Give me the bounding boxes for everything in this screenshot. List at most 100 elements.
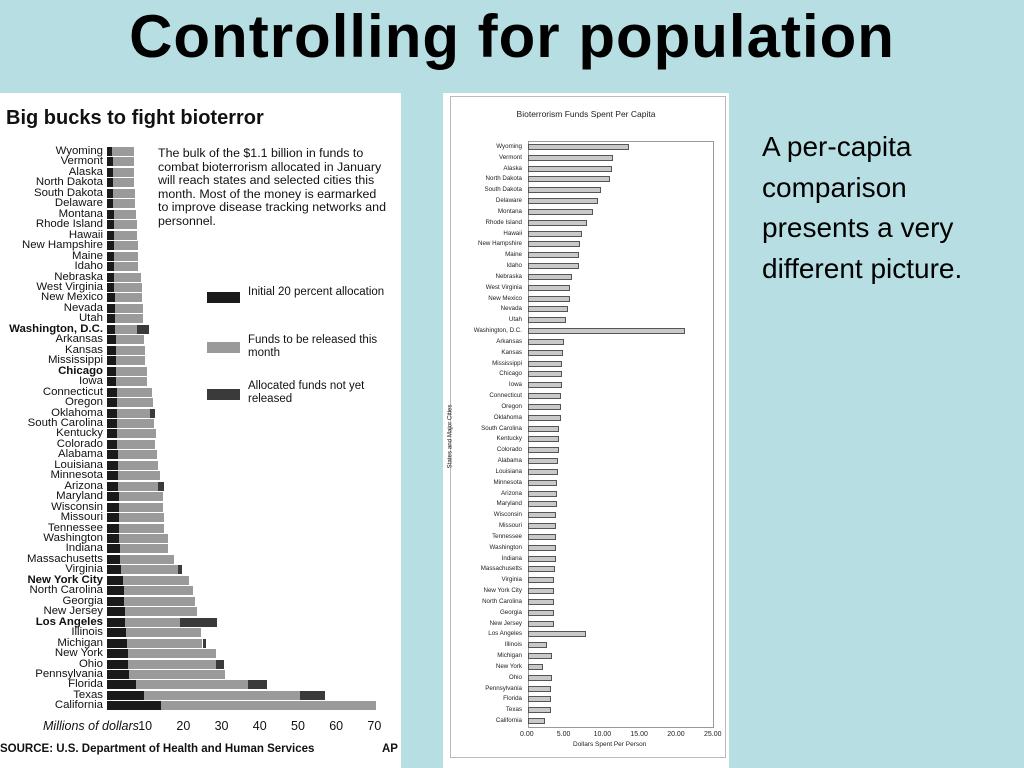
right-category-label: New Mexico [488,294,522,302]
left-bar-segment [113,230,137,240]
right-bar [528,458,558,465]
left-bar-segment [107,534,120,544]
legend-swatch-initial [207,292,240,303]
right-category-label: North Dakota [485,175,522,183]
left-bar-segment [107,230,114,240]
right-category-label: Georgia [499,608,522,616]
right-category-label: Missouri [498,522,522,530]
left-bar-segment [107,617,126,627]
left-category-label: Utah [78,312,103,325]
right-category-label: Kansas [501,348,522,356]
left-bar-segment [115,356,146,366]
left-category-label: North Dakota [35,176,103,189]
left-bar-segment [118,481,159,491]
left-category-label: New York [54,647,103,660]
left-bar-segment [107,188,114,198]
left-bar-segment [136,680,248,690]
left-category-label: Vermont [60,155,103,168]
left-bar-segment [116,429,156,439]
right-x-tick: 15.00 [630,731,648,738]
left-bar-segment [125,617,180,627]
right-bar [528,436,559,443]
left-category-label: West Virginia [36,280,103,293]
right-bar [528,620,554,627]
left-category-label: Tennessee [47,521,103,534]
left-category-label: New Hampshire [21,239,103,252]
legend-label-unreleased: Allocated funds not yet released [248,380,365,405]
legend-swatch-unreleased [207,389,240,400]
left-bar-segment [107,335,116,345]
right-category-label: Ohio [508,673,522,681]
right-bar [528,241,581,248]
left-category-label: Maryland [56,490,103,503]
left-bar-segment [107,638,128,648]
left-bar-segment [107,460,118,470]
left-bar-segment [116,408,150,418]
left-category-label: Virginia [65,563,103,576]
right-bar [528,588,554,595]
right-category-label: North Carolina [482,597,522,605]
right-x-tick: 20.00 [667,731,685,738]
left-category-label: New York City [27,573,103,586]
right-category-label: Indiana [501,554,522,562]
left-bar-segment [128,659,217,669]
left-bar-segment [113,157,134,167]
left-bar-segment [107,220,114,230]
left-category-label: South Dakota [33,186,103,199]
right-category-label: Nevada [500,305,522,313]
right-category-label: Chicago [499,370,522,378]
left-bar-segment [116,387,153,397]
right-x-tick: 5.00 [556,731,571,738]
left-bar-segment [107,586,125,596]
left-bar-segment [115,345,146,355]
right-category-label: New Jersey [489,619,522,627]
left-bar-segment [119,523,164,533]
right-category-label: Kentucky [496,435,522,443]
right-category-label: Oregon [501,402,522,410]
right-category-label: Los Angeles [488,630,522,638]
left-x-tick: 10 [138,719,153,733]
right-bar [528,187,601,194]
left-category-label: Rhode Island [35,218,103,231]
left-category-label: Missouri [60,511,103,524]
right-bar [528,414,561,421]
left-bar-segment [107,282,115,292]
left-category-label: Washington, D.C. [9,322,103,335]
left-bar-segment [107,345,116,355]
left-category-label: Montana [58,207,103,220]
left-bar-segment [120,565,179,575]
right-bar [528,425,560,432]
right-bar [528,338,564,345]
left-category-label: Hawaii [68,228,103,241]
left-bar-segment [179,617,217,627]
right-category-label: Delaware [495,197,522,205]
right-bar [528,555,556,562]
left-bar-segment [114,282,142,292]
left-bar-segment [116,418,154,428]
right-bar [528,382,563,389]
left-bar-segment [113,241,138,251]
right-bar [528,273,572,280]
left-x-tick: 20 [176,719,191,733]
left-x-axis-label: Millions of dollars [43,719,139,733]
right-category-label: Wisconsin [493,511,522,519]
left-bar-segment [107,199,114,209]
left-category-label: New Jersey [43,605,103,618]
left-category-label: Idaho [74,260,103,273]
left-bar-segment [114,272,142,282]
right-category-label: Pennsylvania [485,684,522,692]
left-category-label: Michigan [57,636,103,649]
right-bar [528,306,569,313]
left-bar-segment [116,366,148,376]
right-bar [528,685,552,692]
left-bar-segment [107,502,119,512]
left-bar-segment [107,398,117,408]
left-bar-segment [124,586,194,596]
left-bar-segment [113,251,139,261]
left-category-label: New Mexico [40,291,103,304]
left-bar-segment [115,335,145,345]
right-bar [528,533,556,540]
left-bar-segment [113,209,136,219]
left-category-label: Oregon [65,396,103,409]
left-bar-segment [107,418,117,428]
